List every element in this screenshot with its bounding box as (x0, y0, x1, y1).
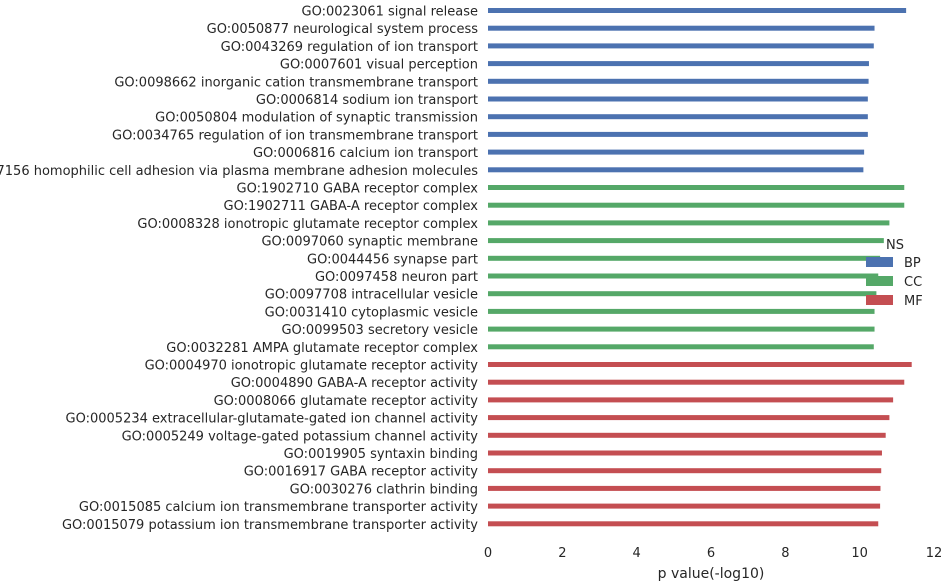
x-tick-label: 12 (926, 546, 943, 561)
bar-mf (488, 362, 912, 367)
bar-mf (488, 503, 881, 509)
bar-cc (488, 344, 874, 350)
category-label: GO:0050877 neurological system process (207, 22, 479, 37)
bar-cc (488, 202, 905, 208)
category-label: GO:0098662 inorganic cation transmembran… (114, 75, 478, 90)
bar-cc (488, 308, 875, 314)
legend-title: NS (886, 238, 904, 253)
bar-mf (488, 485, 881, 491)
category-label: GO:0050804 modulation of synaptic transm… (155, 111, 478, 126)
x-tick-label: 6 (707, 546, 715, 561)
bar-cc (488, 326, 875, 332)
bar-cc (488, 220, 890, 226)
bar-bp (488, 114, 868, 120)
bar-bp (488, 43, 874, 49)
bars (488, 8, 912, 527)
legend-swatch-bp (866, 257, 893, 267)
category-label: GO:0015079 potassium ion transmembrane t… (62, 518, 478, 533)
category-label: GO:0043269 regulation of ion transport (221, 40, 478, 55)
category-label: GO:0015085 calcium ion transmembrane tra… (79, 500, 478, 515)
category-label: GO:0099503 secretory vesicle (281, 323, 478, 338)
x-tick-label: 10 (851, 546, 868, 561)
category-label: GO:0007601 visual perception (280, 58, 478, 73)
legend-label-mf: MF (904, 294, 923, 309)
x-tick-label: 0 (484, 546, 492, 561)
legend-swatch-cc (866, 276, 893, 286)
category-label: GO:0019905 syntaxin binding (284, 447, 478, 462)
x-tick-label: 4 (633, 546, 641, 561)
x-tick-label: 2 (558, 546, 566, 561)
category-label: GO:1902711 GABA-A receptor complex (224, 199, 479, 214)
category-label: GO:0097060 synaptic membrane (261, 235, 478, 250)
bar-cc (488, 255, 881, 261)
category-label: GO:0097708 intracellular vesicle (265, 288, 478, 303)
bar-mf (488, 521, 879, 527)
category-label: GO:1902710 GABA receptor complex (237, 182, 479, 197)
category-label: GO:0032281 AMPA glutamate receptor compl… (166, 341, 478, 356)
category-label: GO:0005234 extracellular-glutamate-gated… (66, 412, 479, 427)
category-label: GO:0004970 ionotropic glutamate receptor… (145, 359, 479, 374)
category-labels: GO:0023061 signal release GO:0050877 neur… (0, 5, 478, 533)
category-label: GO:0008328 ionotropic glutamate receptor… (137, 217, 478, 232)
category-label: GO:0034765 regulation of ion transmembra… (112, 128, 478, 143)
category-label: GO:0016917 GABA receptor activity (244, 465, 479, 480)
bar-cc (488, 238, 884, 244)
bar-cc (488, 273, 879, 279)
bar-bp (488, 167, 864, 173)
bar-mf (488, 415, 890, 421)
bar-bp (488, 61, 869, 67)
x-axis: 0 2 4 6 8 10 12 (484, 546, 942, 561)
bar-cc (488, 291, 877, 297)
category-label: GO:0097458 neuron part (315, 270, 478, 285)
bar-bp (488, 96, 868, 102)
category-label: GO:0006816 calcium ion transport (253, 146, 478, 161)
category-label: GO:0004890 GABA-A receptor activity (231, 376, 479, 391)
bar-bp (488, 131, 868, 137)
bar-mf (488, 379, 905, 385)
bar-mf (488, 450, 882, 456)
category-label: GO:0030276 clathrin binding (290, 482, 478, 497)
bar-bp (488, 149, 865, 155)
bar-mf (488, 432, 886, 438)
bar-mf (488, 397, 894, 403)
bar-bp (488, 78, 869, 84)
category-label: GO:0031410 cytoplasmic vesicle (265, 305, 478, 320)
legend-swatch-mf (866, 295, 893, 305)
category-label: GO:0005249 voltage-gated potassium chann… (122, 429, 479, 444)
legend: NS BP CC MF (866, 238, 923, 309)
category-label: GO:0006814 sodium ion transport (256, 93, 478, 108)
category-label: GO:0023061 signal release (302, 5, 478, 20)
x-axis-title: p value(-log10) (658, 566, 765, 582)
legend-label-cc: CC (904, 275, 922, 290)
category-label: GO:0007156 homophilic cell adhesion via … (0, 164, 478, 179)
category-label: GO:0008066 glutamate receptor activity (214, 394, 479, 409)
legend-label-bp: BP (904, 256, 921, 271)
bar-cc (488, 185, 905, 190)
x-tick-label: 8 (781, 546, 789, 561)
category-label: GO:0044456 synapse part (307, 252, 478, 267)
bar-bp (488, 8, 907, 13)
bar-mf (488, 468, 882, 474)
bar-bp (488, 25, 875, 31)
